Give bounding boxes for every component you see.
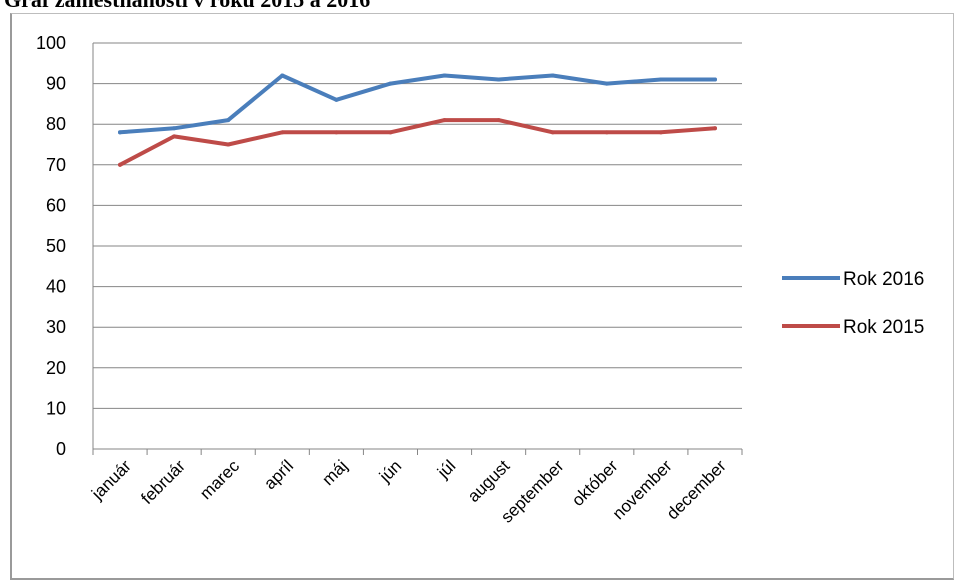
y-tick-label: 50 bbox=[46, 236, 66, 256]
y-axis-ticks: 0 10 20 30 40 50 60 70 80 90 100 bbox=[36, 33, 66, 459]
data-point bbox=[442, 73, 447, 78]
legend: Rok 2016 Rok 2015 bbox=[782, 269, 924, 338]
series-line bbox=[118, 73, 717, 135]
data-point bbox=[658, 130, 663, 135]
y-tick-label: 10 bbox=[46, 398, 66, 418]
data-point bbox=[118, 162, 123, 167]
x-tick-label: február bbox=[137, 456, 189, 508]
x-tick-label: marec bbox=[196, 456, 243, 503]
data-point bbox=[172, 134, 177, 139]
series bbox=[118, 73, 717, 167]
y-tick-label: 90 bbox=[46, 74, 66, 94]
data-point bbox=[712, 126, 717, 131]
data-point bbox=[496, 118, 501, 123]
x-axis-ticks: január február marec apríl máj jún júl augustse… bbox=[87, 456, 730, 527]
y-tick-label: 40 bbox=[46, 277, 66, 297]
data-point bbox=[712, 77, 717, 82]
x-tick-label: august bbox=[464, 456, 514, 506]
x-tick-label: júl bbox=[433, 456, 459, 482]
gridlines bbox=[93, 42, 742, 409]
data-point bbox=[388, 81, 393, 86]
x-tick-label: máj bbox=[318, 456, 351, 489]
data-point bbox=[388, 130, 393, 135]
x-tick-label: jún bbox=[375, 456, 405, 486]
data-point bbox=[550, 130, 555, 135]
x-tick-label: december bbox=[663, 456, 730, 523]
data-point bbox=[280, 73, 285, 78]
chart-frame bbox=[10, 13, 954, 580]
data-point bbox=[280, 130, 285, 135]
y-tick-label: 60 bbox=[46, 195, 66, 215]
data-point bbox=[604, 130, 609, 135]
x-tick-label: apríl bbox=[260, 456, 297, 493]
data-point bbox=[550, 73, 555, 78]
axes bbox=[92, 43, 743, 455]
x-tick-label: október bbox=[568, 456, 622, 510]
data-point bbox=[604, 81, 609, 86]
legend-label: Rok 2015 bbox=[843, 317, 924, 338]
data-point bbox=[334, 130, 339, 135]
page-title: Graf zamestnanosti v roku 2015 a 2016 bbox=[4, 0, 370, 13]
y-tick-label: 20 bbox=[46, 358, 66, 378]
y-tick-label: 70 bbox=[46, 155, 66, 175]
data-point bbox=[172, 126, 177, 131]
data-point bbox=[442, 118, 447, 123]
y-tick-label: 80 bbox=[46, 114, 66, 134]
y-tick-label: 0 bbox=[56, 439, 66, 459]
data-point bbox=[226, 118, 231, 123]
data-point bbox=[496, 77, 501, 82]
data-point bbox=[118, 130, 123, 135]
legend-label: Rok 2016 bbox=[843, 269, 924, 290]
data-point bbox=[658, 77, 663, 82]
series-line bbox=[118, 118, 717, 167]
data-point bbox=[334, 97, 339, 102]
y-tick-label: 100 bbox=[36, 33, 66, 53]
data-point bbox=[226, 142, 231, 147]
x-tick-label: január bbox=[87, 456, 135, 504]
y-tick-label: 30 bbox=[46, 317, 66, 337]
